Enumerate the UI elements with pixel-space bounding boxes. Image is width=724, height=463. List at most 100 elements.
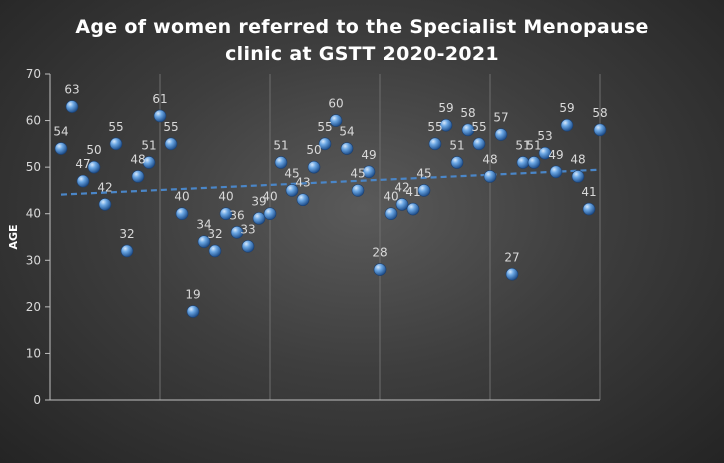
data-point: [318, 137, 332, 151]
data-point: [483, 170, 497, 183]
data-point: [230, 226, 244, 239]
data-label: 55: [163, 120, 178, 134]
y-tick-label: 40: [26, 207, 41, 221]
y-tick-label: 70: [26, 67, 41, 81]
y-tick-label: 50: [26, 160, 41, 174]
data-label: 39: [251, 194, 266, 208]
data-point: [153, 109, 167, 123]
data-point: [461, 123, 475, 137]
data-label: 51: [141, 138, 156, 152]
data-point: [373, 263, 387, 276]
data-points: [54, 100, 607, 318]
data-point: [560, 118, 574, 132]
data-point: [417, 184, 431, 197]
data-point: [571, 170, 585, 183]
data-point: [186, 305, 200, 318]
data-label: 48: [570, 152, 585, 166]
data-label: 54: [53, 125, 68, 139]
data-label: 41: [581, 185, 596, 199]
data-label: 57: [493, 111, 508, 125]
data-label: 40: [262, 190, 277, 204]
data-label: 45: [350, 166, 365, 180]
data-label: 42: [394, 180, 409, 194]
data-point: [340, 142, 354, 155]
chart-title-line-1: Age of women referred to the Specialist …: [75, 16, 649, 38]
data-point: [76, 174, 90, 188]
data-point: [516, 156, 530, 169]
data-point: [593, 123, 607, 137]
data-point: [450, 156, 464, 169]
data-label: 51: [526, 138, 541, 152]
data-label: 42: [97, 180, 112, 194]
data-label: 32: [207, 227, 222, 241]
data-label: 51: [273, 138, 288, 152]
data-point: [87, 160, 101, 174]
data-label: 61: [152, 92, 167, 106]
data-point: [307, 160, 321, 174]
data-label: 48: [482, 152, 497, 166]
data-point: [109, 137, 123, 151]
data-point: [527, 156, 541, 169]
data-label: 51: [515, 138, 530, 152]
gridlines: [159, 74, 601, 400]
data-point: [219, 207, 233, 221]
data-label: 60: [328, 97, 343, 111]
chart-title: Age of women referred to the Specialist …: [0, 14, 724, 68]
data-label: 40: [383, 190, 398, 204]
data-label: 45: [416, 166, 431, 180]
data-label: 58: [460, 106, 475, 120]
data-labels: 5463475042553248516155401934324036333940…: [53, 83, 607, 302]
data-label: 50: [86, 143, 101, 157]
data-point: [285, 184, 299, 197]
data-label: 55: [471, 120, 486, 134]
data-point: [296, 193, 310, 207]
data-point: [472, 137, 486, 151]
data-point: [351, 184, 365, 197]
data-point: [395, 198, 409, 211]
data-label: 53: [537, 129, 552, 143]
data-label: 40: [218, 190, 233, 204]
data-point: [252, 212, 266, 225]
data-label: 47: [75, 157, 90, 171]
data-point: [164, 137, 178, 151]
data-point: [494, 128, 508, 141]
data-label: 59: [559, 101, 574, 115]
data-label: 40: [174, 190, 189, 204]
data-label: 45: [284, 166, 299, 180]
data-label: 43: [295, 176, 310, 190]
data-point: [263, 207, 277, 221]
data-point: [241, 240, 255, 253]
data-label: 49: [361, 148, 376, 162]
y-tick-label: 60: [26, 114, 41, 128]
chart-title-line-2: clinic at GSTT 2020-2021: [225, 43, 499, 65]
axes: 0 10 20 30 40 50 60 70 AGE: [7, 67, 600, 407]
data-label: 41: [405, 185, 420, 199]
data-point: [197, 235, 211, 248]
data-label: 59: [438, 101, 453, 115]
data-point: [428, 137, 442, 151]
data-point: [175, 207, 189, 221]
data-point: [362, 165, 376, 179]
data-point: [120, 244, 134, 258]
data-point: [274, 156, 288, 169]
data-point: [329, 114, 343, 127]
data-point: [384, 207, 398, 221]
data-point: [439, 118, 453, 132]
y-tick-label: 30: [26, 253, 41, 267]
data-label: 51: [449, 138, 464, 152]
data-label: 27: [504, 250, 519, 264]
data-label: 19: [185, 288, 200, 302]
data-point: [582, 202, 596, 216]
data-label: 55: [427, 120, 442, 134]
data-label: 54: [339, 125, 354, 139]
data-label: 36: [229, 208, 244, 222]
y-axis-title: AGE: [7, 224, 20, 249]
data-point: [54, 142, 68, 155]
data-label: 33: [240, 222, 255, 236]
y-tick-label: 0: [33, 393, 41, 407]
data-label: 48: [130, 152, 145, 166]
data-point: [505, 267, 519, 281]
data-point: [142, 156, 156, 169]
data-point: [208, 244, 222, 258]
